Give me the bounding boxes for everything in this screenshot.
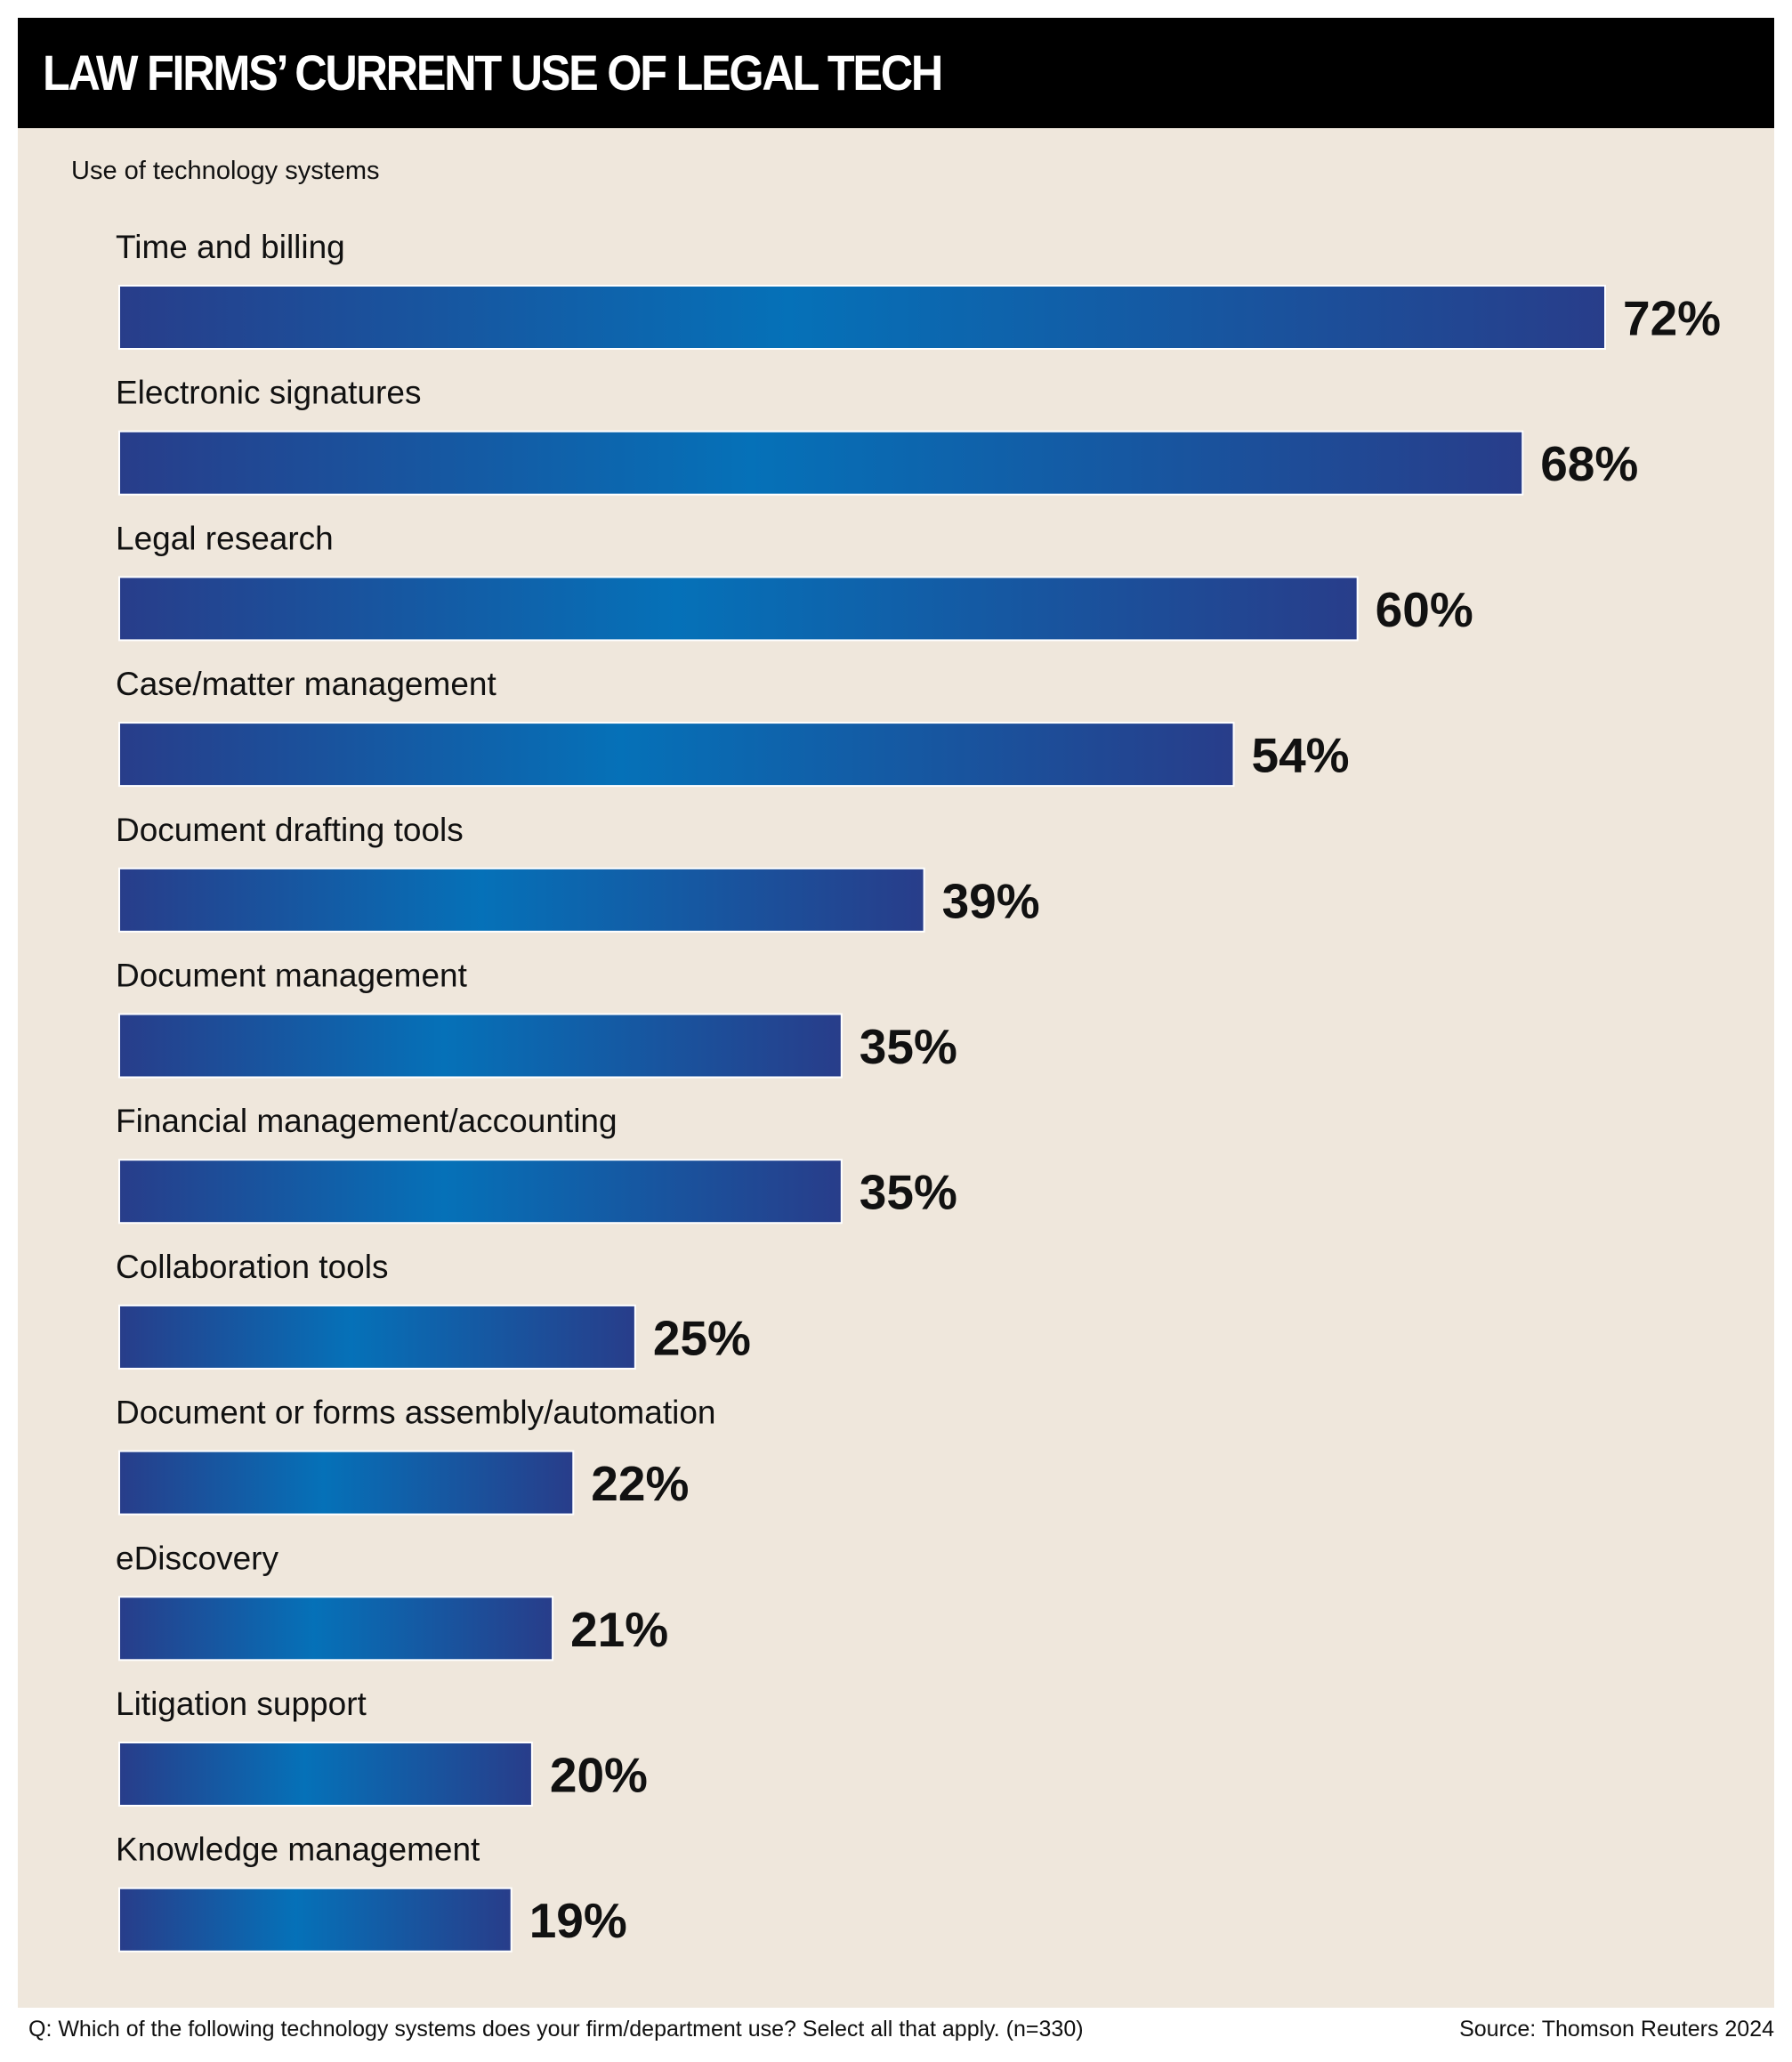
category-label: Knowledge management bbox=[116, 1832, 480, 1868]
value-label: 19% bbox=[529, 1893, 627, 1948]
value-label: 72% bbox=[1623, 291, 1721, 346]
value-label: 35% bbox=[860, 1165, 957, 1220]
category-label: eDiscovery bbox=[116, 1540, 278, 1576]
bar bbox=[118, 285, 1606, 350]
value-label: 54% bbox=[1252, 728, 1350, 783]
category-label: Financial management/accounting bbox=[116, 1103, 618, 1139]
category-label: Case/matter management bbox=[116, 666, 496, 702]
source-note: Source: Thomson Reuters 2024 bbox=[1459, 2017, 1774, 2042]
bar bbox=[118, 1450, 575, 1516]
category-label: Time and billing bbox=[116, 229, 345, 265]
chart-subtitle: Use of technology systems bbox=[71, 157, 380, 185]
survey-question-footnote: Q: Which of the following technology sys… bbox=[28, 2017, 1084, 2042]
title-bar bbox=[18, 18, 1774, 128]
bar bbox=[118, 1887, 513, 1953]
category-label: Legal research bbox=[116, 520, 334, 556]
value-label: 21% bbox=[570, 1602, 668, 1657]
category-label: Document drafting tools bbox=[116, 812, 464, 848]
value-label: 68% bbox=[1540, 436, 1638, 491]
bar bbox=[118, 1596, 554, 1662]
bar bbox=[118, 576, 1359, 642]
category-label: Document or forms assembly/automation bbox=[116, 1395, 716, 1431]
value-label: 35% bbox=[860, 1019, 957, 1074]
chart-title: LAW FIRMS’ CURRENT USE OF LEGAL TECH bbox=[43, 44, 943, 101]
bar bbox=[118, 1742, 533, 1807]
bar bbox=[118, 1159, 843, 1225]
value-label: 60% bbox=[1376, 582, 1473, 637]
value-label: 20% bbox=[550, 1748, 648, 1803]
category-label: Document management bbox=[116, 958, 468, 994]
category-label: Collaboration tools bbox=[116, 1249, 388, 1285]
value-label: 39% bbox=[942, 873, 1040, 928]
bar bbox=[118, 430, 1524, 496]
value-label: 22% bbox=[591, 1456, 689, 1511]
category-label: Electronic signatures bbox=[116, 375, 421, 411]
category-label: Litigation support bbox=[116, 1686, 367, 1722]
bars-group: Time and billing 72% Electronic signatures… bbox=[116, 229, 1721, 1953]
bar bbox=[118, 1013, 843, 1079]
bar bbox=[118, 1304, 636, 1370]
bar bbox=[118, 867, 925, 933]
value-label: 25% bbox=[653, 1310, 751, 1365]
bar bbox=[118, 722, 1235, 788]
